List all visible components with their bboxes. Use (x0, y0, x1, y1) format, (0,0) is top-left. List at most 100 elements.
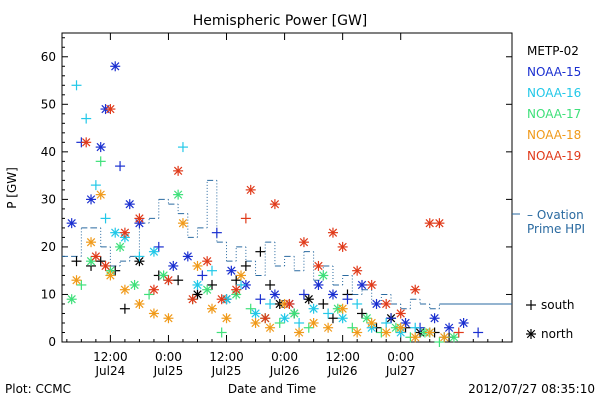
noaa-18-point (352, 327, 363, 338)
noaa-18-point (323, 322, 334, 333)
noaa-19-point (410, 284, 421, 295)
noaa-19-point (313, 260, 324, 271)
noaa-15-point (115, 161, 126, 172)
noaa-16-point (381, 317, 392, 328)
noaa-15-point (342, 294, 353, 305)
noaa-18-point (207, 303, 217, 314)
legend-item-noaa-19: NOAA-19 (527, 149, 581, 163)
noaa-16-point (294, 317, 305, 328)
noaa-18-point (381, 327, 392, 338)
noaa-19-point (284, 298, 295, 309)
noaa-18-point (250, 317, 261, 328)
noaa-16-point (337, 313, 348, 324)
x-tick-time: 12:00 (209, 350, 244, 364)
noaa-18-point (439, 332, 450, 343)
metp-02-point (265, 279, 276, 290)
y-tick-label: 0 (48, 335, 56, 349)
legend-item-noaa-18: NOAA-18 (527, 128, 581, 142)
noaa-15-point (153, 241, 164, 252)
noaa-17-point (173, 189, 184, 200)
y-tick-label: 40 (41, 145, 56, 159)
noaa-18-point (105, 270, 116, 281)
noaa-16-point (90, 180, 101, 191)
noaa-19-point (434, 218, 445, 229)
noaa-15-point (357, 279, 367, 290)
noaa-17-point (66, 294, 77, 305)
noaa-16-point (177, 142, 188, 153)
noaa-15-point (327, 289, 338, 300)
noaa-16-point (81, 113, 92, 124)
noaa-15-point (211, 227, 222, 238)
noaa-19-point (327, 227, 338, 238)
marker-legend-label: south (541, 298, 575, 312)
x-tick-day: Jul26 (269, 364, 300, 378)
noaa-19-point (352, 265, 363, 276)
marker-legend-south: south (526, 298, 575, 312)
metp-02-point (255, 246, 266, 257)
x-axis-label: Date and Time (228, 382, 316, 396)
metp-02-point (71, 256, 82, 267)
chart-title: Hemispheric Power [GW] (193, 13, 368, 29)
noaa-16-point (265, 298, 276, 309)
noaa-15-point (444, 322, 455, 333)
noaa-17-point (202, 284, 213, 295)
noaa-15-point (66, 218, 77, 229)
noaa-15-point (371, 298, 382, 309)
noaa-18-point (424, 327, 435, 338)
x-tick-time: 12:00 (93, 350, 128, 364)
noaa-19-point (260, 313, 271, 324)
noaa-15-point (255, 294, 266, 305)
x-tick-day: Jul26 (327, 364, 358, 378)
noaa-19-point (381, 298, 392, 309)
noaa-17-point (158, 270, 169, 281)
x-tick-time: 0:00 (387, 350, 414, 364)
noaa-16-point (71, 80, 82, 91)
noaa-18-point (236, 270, 247, 281)
noaa-19-point (269, 199, 280, 210)
noaa-18-point (86, 237, 97, 248)
metp-02-point (318, 298, 329, 309)
noaa-17-point (274, 317, 285, 328)
noaa-19-point (453, 327, 464, 338)
noaa-16-point (110, 227, 121, 238)
noaa-17-point (434, 337, 445, 347)
noaa-18-point (95, 189, 106, 200)
noaa-16-point (279, 313, 290, 324)
y-tick-label: 50 (41, 97, 56, 111)
noaa-17-point (115, 241, 126, 252)
noaa-16-point (410, 322, 421, 333)
y-tick-label: 60 (41, 50, 56, 64)
noaa-17-point (129, 279, 140, 290)
y-axis-label: P [GW] (5, 167, 19, 209)
noaa-18-point (221, 313, 232, 324)
noaa-16-point (148, 246, 159, 257)
noaa-15-point (313, 279, 324, 290)
x-tick-day: Jul27 (385, 364, 416, 378)
legend-item-metp-02: METP-02 (527, 44, 579, 58)
marker-legend-north: north (526, 327, 573, 341)
noaa-19-point (231, 284, 242, 295)
marker-legend-label: north (541, 327, 573, 341)
noaa-19-point (337, 241, 348, 252)
y-tick-label: 20 (41, 240, 56, 254)
noaa-19-point (187, 294, 198, 305)
noaa-18-point (294, 327, 305, 338)
noaa-16-point (352, 298, 363, 309)
noaa-15-point (86, 194, 97, 205)
metp-02-point (95, 256, 106, 267)
noaa-18-point (337, 303, 348, 314)
noaa-19-point (202, 256, 213, 267)
noaa-19-point (81, 137, 92, 148)
noaa-17-point (448, 332, 459, 343)
noaa-15-point (110, 61, 121, 72)
x-tick-day: Jul25 (211, 364, 242, 378)
metp-02-point (173, 275, 184, 286)
metp-02-point (119, 303, 130, 314)
noaa-15-point (429, 313, 440, 324)
noaa-18-point (134, 298, 145, 309)
noaa-15-point (226, 265, 237, 276)
noaa-15-point (458, 317, 469, 328)
x-tick-day: Jul25 (153, 364, 184, 378)
footer-timestamp: 2012/07/27 08:35:10 (468, 382, 595, 396)
